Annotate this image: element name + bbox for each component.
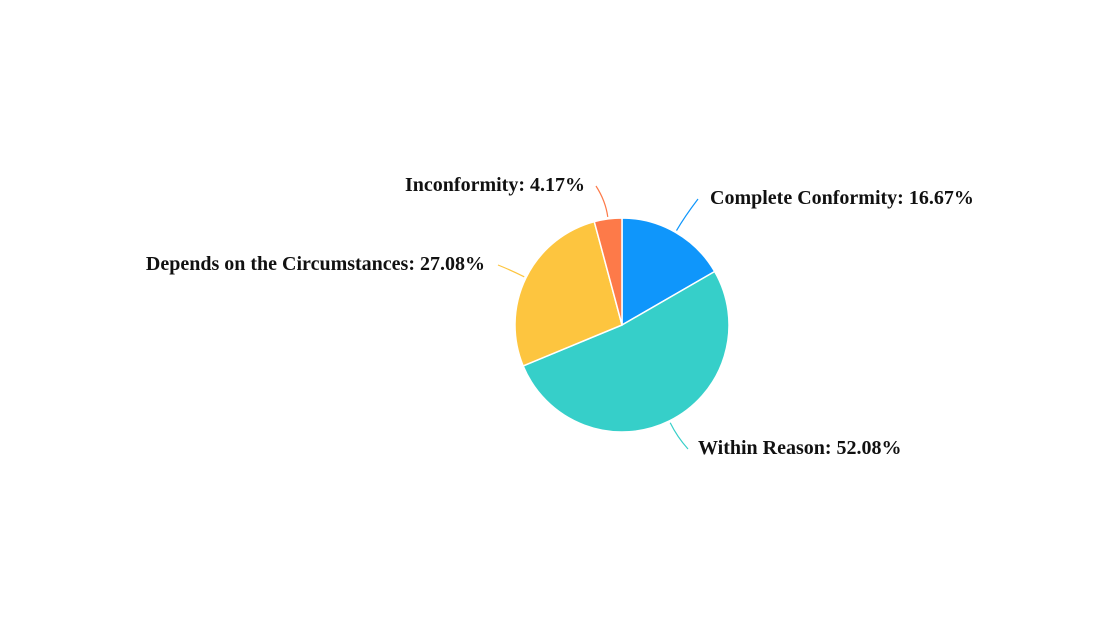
- leader-line: [675, 198, 699, 231]
- category-label: Within Reason:: [698, 437, 832, 459]
- pie-slice: [593, 217, 623, 326]
- slice-label: Within Reason: 52.08%: [698, 437, 902, 459]
- slice-label: Depends on the Circumstances: 27.08%: [146, 253, 485, 275]
- category-label: Depends on the Circumstances:: [146, 253, 415, 275]
- slice-label: Inconformity: 4.17%: [405, 174, 585, 196]
- pie-slice: [514, 220, 623, 367]
- pie-slice: [621, 217, 716, 327]
- value-label: 52.08%: [837, 437, 902, 459]
- value-label: 27.08%: [420, 253, 485, 275]
- category-label: Inconformity:: [405, 174, 525, 196]
- leader-line: [669, 422, 689, 450]
- leader-line: [595, 185, 609, 218]
- pie-slice: [522, 270, 730, 433]
- leader-line: [497, 264, 525, 278]
- slice-label: Complete Conformity: 16.67%: [710, 187, 974, 209]
- value-label: 4.17%: [530, 174, 585, 196]
- category-label: Complete Conformity:: [710, 187, 904, 209]
- value-label: 16.67%: [909, 187, 974, 209]
